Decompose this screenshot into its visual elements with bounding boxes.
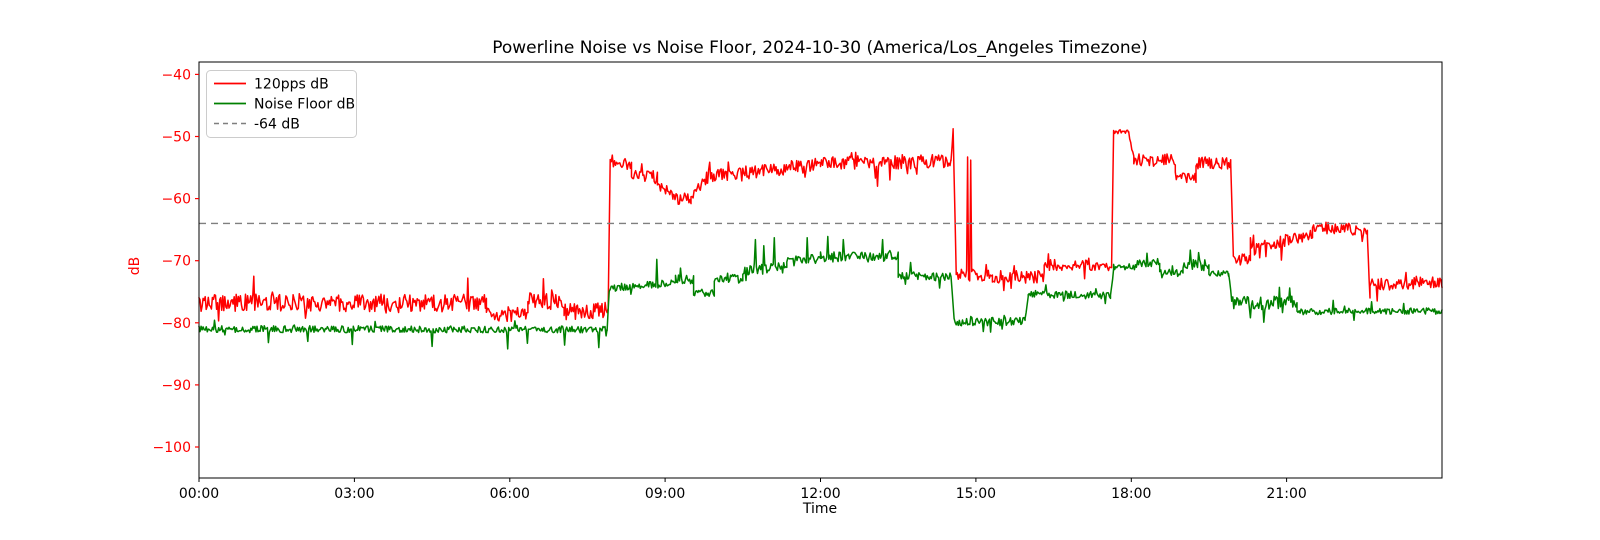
y-tick-label: −40 <box>161 67 191 83</box>
chart-title: Powerline Noise vs Noise Floor, 2024-10-… <box>492 38 1148 58</box>
legend-frame <box>206 70 357 138</box>
x-tick-label: 06:00 <box>490 486 530 502</box>
y-tick-label: −90 <box>161 378 191 394</box>
x-tick-label: 09:00 <box>645 486 685 502</box>
x-tick-label: 15:00 <box>956 486 996 502</box>
y-tick-label: −80 <box>161 316 191 332</box>
x-tick-label: 03:00 <box>334 486 374 502</box>
ticks-layer: −40 −50 −60 −70 −80 −90 −100 00:00 03:00 06:00 09:… <box>153 67 1307 502</box>
x-tick-label: 00:00 <box>179 486 219 502</box>
series-line-120pps-db <box>198 128 1443 323</box>
x-axis-label: Time <box>802 501 837 517</box>
plot-area-frame <box>198 61 1443 479</box>
y-tick-label: −70 <box>161 254 191 270</box>
series-layer <box>198 128 1443 350</box>
x-tick-label: 21:00 <box>1266 486 1306 502</box>
y-tick-label: −50 <box>161 130 191 146</box>
y-tick-label: −100 <box>153 440 191 456</box>
x-tick-label: 12:00 <box>800 486 840 502</box>
legend-label-reference: -64 dB <box>254 117 300 133</box>
y-axis-label: dB <box>127 257 143 276</box>
y-tick-label: −60 <box>161 192 191 208</box>
legend: 120pps dB Noise Floor dB -64 dB <box>206 70 357 138</box>
x-tick-label: 18:00 <box>1111 486 1151 502</box>
legend-label-noise-floor: Noise Floor dB <box>254 97 355 113</box>
legend-label-120pps: 120pps dB <box>254 77 329 93</box>
series-line-noise-floor-db <box>198 235 1443 350</box>
